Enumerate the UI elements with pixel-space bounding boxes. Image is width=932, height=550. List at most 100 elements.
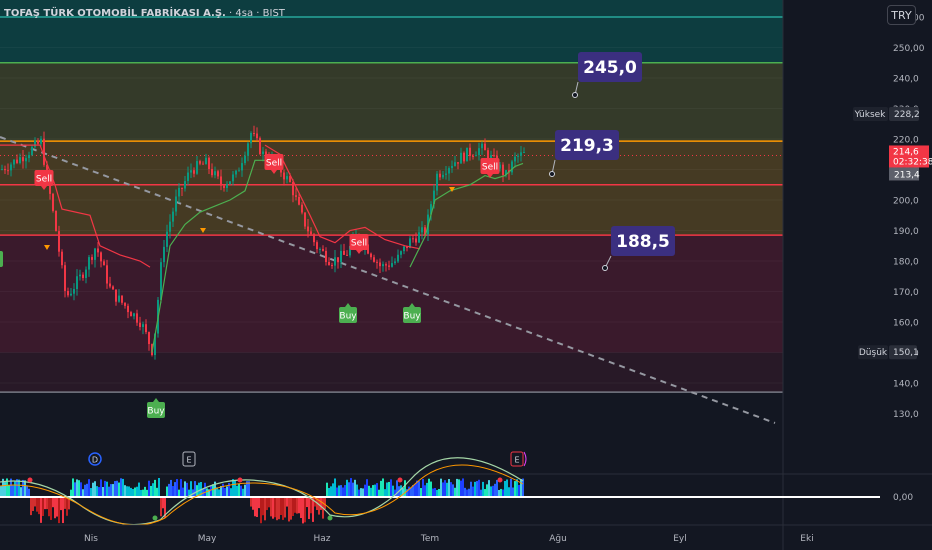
time-label: Eki (800, 534, 813, 544)
event-dividend-icon[interactable]: D (88, 452, 102, 466)
prev-value: 213,4 (894, 170, 920, 180)
candle-body (169, 221, 171, 232)
histogram-bar (362, 488, 364, 496)
histogram-bar (76, 479, 78, 496)
histogram-bar (52, 498, 54, 508)
histogram-bar (446, 482, 448, 496)
candle-body (67, 290, 69, 296)
histogram-bar (458, 479, 460, 496)
histogram-bar (126, 486, 128, 496)
signal-pointer (487, 174, 493, 178)
buy-signal[interactable]: Buy (403, 303, 421, 323)
event-label: D (92, 456, 98, 465)
histogram-bar (298, 498, 300, 514)
cross-dot (397, 477, 403, 483)
candle-body (298, 196, 300, 205)
price-tick: 130,0 (893, 410, 919, 420)
histogram-bar (424, 485, 426, 496)
sell-signal[interactable]: Sell (349, 234, 369, 254)
histogram-bar (68, 498, 70, 510)
event-earnings-upcoming-icon[interactable]: E (510, 451, 527, 467)
price-scale-bg (783, 0, 932, 500)
histogram-bar (144, 486, 146, 496)
candle-body (181, 187, 183, 189)
histogram-bar (402, 488, 404, 496)
candle-body (466, 147, 468, 162)
level-callout[interactable]: 219,3 (549, 130, 620, 177)
trendline[interactable] (0, 136, 776, 424)
candle-body (334, 257, 336, 266)
supertrend-up (409, 162, 524, 268)
low-value-tag (889, 345, 917, 360)
histogram-bar (368, 485, 370, 496)
histogram-bar (268, 498, 270, 508)
currency-button[interactable]: TRY (887, 5, 916, 25)
cross-dot (152, 515, 158, 521)
histogram-bar (196, 485, 198, 496)
histogram-bar (188, 489, 190, 496)
level-callout-label: 245,0 (583, 58, 637, 78)
histogram-bar (432, 488, 434, 496)
histogram-bar (130, 487, 132, 496)
candle-body (259, 138, 261, 154)
candle-body (517, 155, 519, 157)
signal-line (0, 464, 524, 526)
histogram-bar (136, 486, 138, 496)
event-badge (88, 452, 102, 466)
candle-body (262, 151, 264, 154)
symbol-title[interactable]: TOFAŞ TÜRK OTOMOBİL FABRİKASI A.Ş. · 4sa… (4, 8, 285, 19)
histogram-bar (50, 498, 52, 520)
candle-body (199, 161, 201, 164)
level-callout-label: 219,3 (560, 136, 614, 156)
histogram-bar (396, 480, 398, 496)
buy-signal[interactable]: Buy (339, 303, 357, 323)
histogram-bar (412, 485, 414, 496)
time-axis[interactable]: Nis May Haz Tem Ağu Eyl Eki (0, 524, 932, 544)
candles[interactable] (1, 125, 525, 360)
histogram-bar (172, 486, 174, 496)
histogram-bar (170, 479, 172, 496)
candle-body (469, 147, 471, 156)
histogram-bar (466, 489, 468, 496)
histogram-bar (234, 480, 236, 496)
candle-body (325, 250, 327, 263)
sell-signal[interactable]: Sell (34, 170, 54, 190)
histogram-bar (10, 478, 12, 496)
histogram-bar (434, 487, 436, 496)
candle-body (154, 333, 156, 356)
level-callout[interactable]: 188,5 (602, 226, 676, 271)
histogram-bar (332, 483, 334, 496)
level-callout[interactable]: 245,0 (572, 52, 643, 98)
candle-body (37, 140, 39, 144)
cross-dot (327, 515, 333, 521)
candle-body (238, 170, 240, 172)
oscillator-pane[interactable]: 0,00 (0, 457, 932, 526)
histogram-bar (334, 478, 336, 496)
histogram-bar (436, 489, 438, 496)
candle-body (124, 302, 126, 306)
candle-body (22, 157, 24, 162)
histogram-bar (230, 488, 232, 496)
event-earnings-icon[interactable]: E (182, 451, 196, 467)
histogram-bar (354, 479, 356, 496)
histogram-bar (180, 479, 182, 496)
histogram-bar (166, 486, 168, 496)
event-label: E (514, 456, 519, 465)
sell-signal[interactable]: Sell (480, 158, 500, 178)
supertrend-down (264, 144, 421, 250)
histogram-bar (142, 489, 144, 496)
histogram-bar (406, 489, 408, 496)
histogram-bar (86, 483, 88, 496)
buy-signal[interactable]: Buy (147, 398, 165, 418)
candle-body (229, 181, 231, 185)
histogram-bar (252, 498, 254, 510)
candle-body (310, 231, 312, 235)
candle-body (28, 154, 30, 159)
histogram-bar (444, 480, 446, 496)
histogram-bar (182, 487, 184, 496)
histogram-bar (506, 479, 508, 496)
price-scale[interactable]: 260,00250,00240,0230,0220,0210,0200,0190… (782, 0, 932, 550)
sell-signal[interactable]: Sell (264, 154, 284, 174)
sell-signal-box (349, 234, 369, 250)
